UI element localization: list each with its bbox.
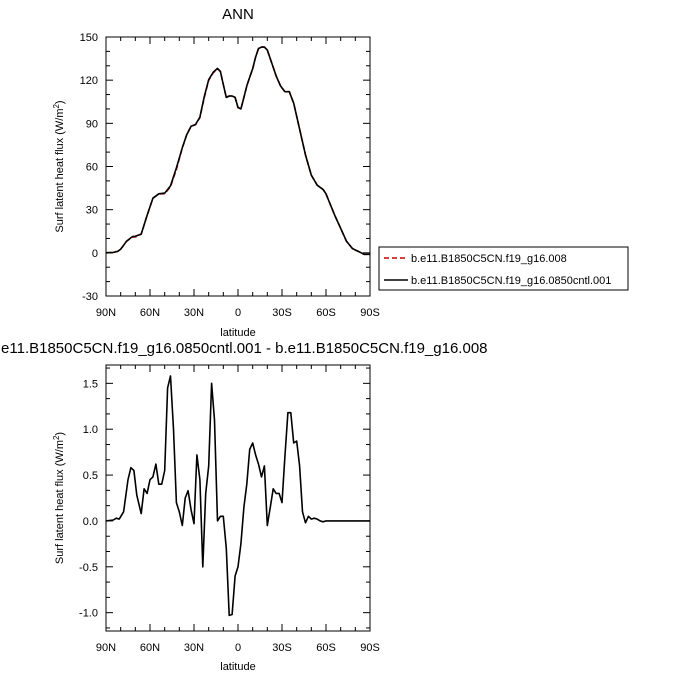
x-tick-label: 30N <box>184 642 204 654</box>
x-tick-label: 90N <box>96 642 116 654</box>
x-tick-label: 90N <box>96 307 116 319</box>
y-tick-label: 30 <box>86 205 98 217</box>
chart-legend: b.e11.B1850C5CN.f19_g16.008 b.e11.B1850C5… <box>378 246 629 291</box>
y-axis-label-text: Surf latent heat flux (W/m <box>54 109 66 233</box>
y-axis-label: Surf latent heat flux (W/m2) <box>52 100 66 232</box>
y-axis-label-text: Surf latent heat flux (W/m <box>54 440 66 564</box>
y-tick-label: 90 <box>86 118 98 130</box>
y-tick-label: -0.5 <box>79 562 98 574</box>
x-tick-label: 60S <box>316 307 336 319</box>
chart-panel-1: ANN -30 0 30 60 90 120 150 90N 60N 30N 0 30S 60S 90S la… <box>52 6 380 339</box>
y-tick-label: 1.0 <box>83 424 98 436</box>
series-line-2 <box>105 46 370 256</box>
series-line-1 <box>105 375 370 617</box>
y-tick-label: 0.5 <box>83 470 98 482</box>
y-tick-label: 150 <box>80 32 98 44</box>
x-tick-label: 60S <box>316 642 336 654</box>
legend-label-2: b.e11.B1850C5CN.f19_g16.0850cntl.001 <box>411 275 611 287</box>
x-tick-label: 30S <box>272 307 292 319</box>
y-axis-label-close: ) <box>54 432 66 436</box>
y-tick-label: -30 <box>82 291 98 303</box>
plot-frame <box>105 36 371 297</box>
legend-label-1: b.e11.B1850C5CN.f19_g16.008 <box>411 253 567 265</box>
chart-panel-2: b.e11.B1850C5CN.f19_g16.0850cntl.001 - b… <box>0 340 487 673</box>
x-tick-label: 60N <box>140 642 160 654</box>
chart-title: ANN <box>222 6 254 23</box>
y-tick-label: 1.5 <box>83 378 98 390</box>
y-axis-label: Surf latent heat flux (W/m2) <box>52 432 66 564</box>
x-axis-label: latitude <box>220 661 255 673</box>
plot-frame <box>105 364 371 632</box>
y-axis-label-close: ) <box>54 100 66 104</box>
x-tick-label: 30S <box>272 642 292 654</box>
x-tick-label: 0 <box>235 307 241 319</box>
y-tick-label: 0 <box>92 248 98 260</box>
chart-title: b.e11.B1850C5CN.f19_g16.0850cntl.001 - b… <box>0 340 487 357</box>
y-tick-label: 0.0 <box>83 516 98 528</box>
series-line-1 <box>105 46 370 256</box>
legend-box <box>378 246 629 291</box>
y-tick-label: 120 <box>80 75 98 87</box>
y-tick-label: -1.0 <box>79 608 98 620</box>
x-tick-label: 90S <box>360 307 380 319</box>
x-axis-label: latitude <box>220 327 255 339</box>
x-tick-label: 30N <box>184 307 204 319</box>
x-tick-label: 60N <box>140 307 160 319</box>
y-axis-label-superscript: 2 <box>52 104 61 109</box>
y-tick-label: 60 <box>86 162 98 174</box>
y-axis-label-superscript: 2 <box>52 435 61 440</box>
x-tick-label: 90S <box>360 642 380 654</box>
x-tick-label: 0 <box>235 642 241 654</box>
